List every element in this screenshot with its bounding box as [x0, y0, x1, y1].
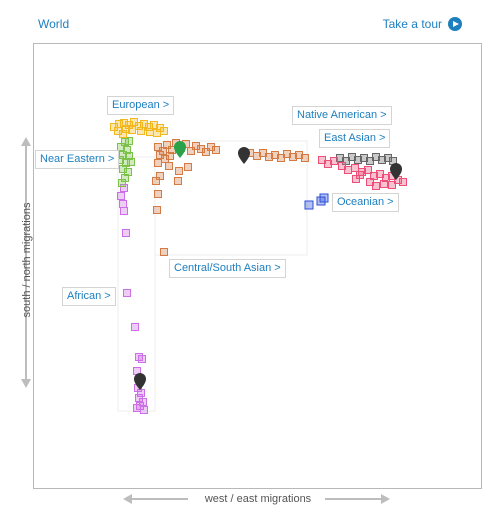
take-a-tour-link[interactable]: Take a tour	[383, 17, 462, 31]
take-a-tour-label: Take a tour	[382, 17, 442, 31]
east-asian-sample	[330, 157, 338, 165]
x-axis-arrow	[123, 494, 390, 504]
african-sample	[123, 289, 131, 297]
y-axis-label: south / north migrations	[21, 202, 33, 318]
x-axis-label: west / east migrations	[204, 493, 312, 505]
central-south-asian-sample	[163, 141, 171, 149]
native-american-sample	[378, 156, 386, 164]
selected-marker-pin-icon[interactable]	[174, 141, 186, 158]
play-circle-icon[interactable]	[448, 17, 462, 31]
african-sample	[117, 192, 125, 200]
central-south-asian-sample	[187, 147, 195, 155]
east-asian-sample	[344, 166, 352, 174]
european-sample	[160, 127, 168, 135]
central-south-asian-sample	[265, 153, 273, 161]
european-sample	[145, 123, 153, 131]
east-asian-sample	[351, 164, 359, 172]
marker-pin-icon[interactable]	[390, 163, 402, 180]
central-south-asian-sample	[202, 148, 210, 156]
region-label-african[interactable]: African >	[62, 287, 116, 306]
african-sample	[138, 355, 146, 363]
world-link[interactable]: World	[38, 17, 70, 31]
central-south-asian-sample	[289, 153, 297, 161]
oceanian-sample	[316, 196, 326, 206]
central-south-asian-sample	[166, 152, 174, 160]
european-sample	[137, 127, 145, 135]
central-south-asian-sample	[165, 162, 173, 170]
central-south-asian-sample	[212, 146, 220, 154]
african-sample	[119, 200, 127, 208]
near-eastern-sample	[118, 179, 126, 187]
european-sample	[146, 128, 154, 136]
central-south-asian-sample	[153, 206, 161, 214]
central-south-asian-sample	[154, 159, 162, 167]
y-axis-arrow	[21, 137, 31, 388]
european-sample	[153, 129, 161, 137]
european-sample	[120, 119, 128, 127]
african-sample	[137, 389, 145, 397]
region-label-central-south-asian[interactable]: Central/South Asian >	[169, 259, 286, 278]
east-asian-sample	[364, 166, 372, 174]
east-asian-sample	[399, 178, 407, 186]
east-asian-sample	[380, 180, 388, 188]
central-south-asian-sample	[156, 172, 164, 180]
marker-pin-icon[interactable]	[134, 373, 146, 390]
central-south-asian-sample	[160, 248, 168, 256]
marker-pin-icon[interactable]	[238, 147, 250, 164]
region-label-oceanian[interactable]: Oceanian >	[332, 193, 399, 212]
african-sample	[120, 207, 128, 215]
native-american-sample	[354, 156, 362, 164]
oceanian-sample	[319, 193, 329, 203]
african-sample	[122, 229, 130, 237]
east-asian-sample	[372, 182, 380, 190]
african-sample	[120, 184, 128, 192]
central-south-asian-sample	[175, 167, 183, 175]
region-label-near-eastern[interactable]: Near Eastern >	[35, 150, 120, 169]
near-eastern-sample	[125, 137, 133, 145]
african-sample	[131, 323, 139, 331]
african-sample	[140, 406, 148, 414]
european-sample	[119, 130, 127, 138]
central-south-asian-sample	[184, 163, 192, 171]
central-south-asian-sample	[154, 190, 162, 198]
central-south-asian-sample	[301, 154, 309, 162]
region-label-european[interactable]: European >	[107, 96, 175, 115]
central-south-asian-sample	[174, 177, 182, 185]
oceanian-sample	[304, 200, 314, 210]
east-asian-sample	[356, 171, 364, 179]
european-sample	[128, 126, 136, 134]
near-eastern-sample	[127, 158, 135, 166]
east-asian-sample	[382, 174, 390, 182]
east-asian-sample	[388, 181, 396, 189]
region-label-native-american[interactable]: Native American >	[292, 106, 392, 125]
region-label-east-asian[interactable]: East Asian >	[319, 129, 391, 148]
african-sample	[133, 404, 141, 412]
